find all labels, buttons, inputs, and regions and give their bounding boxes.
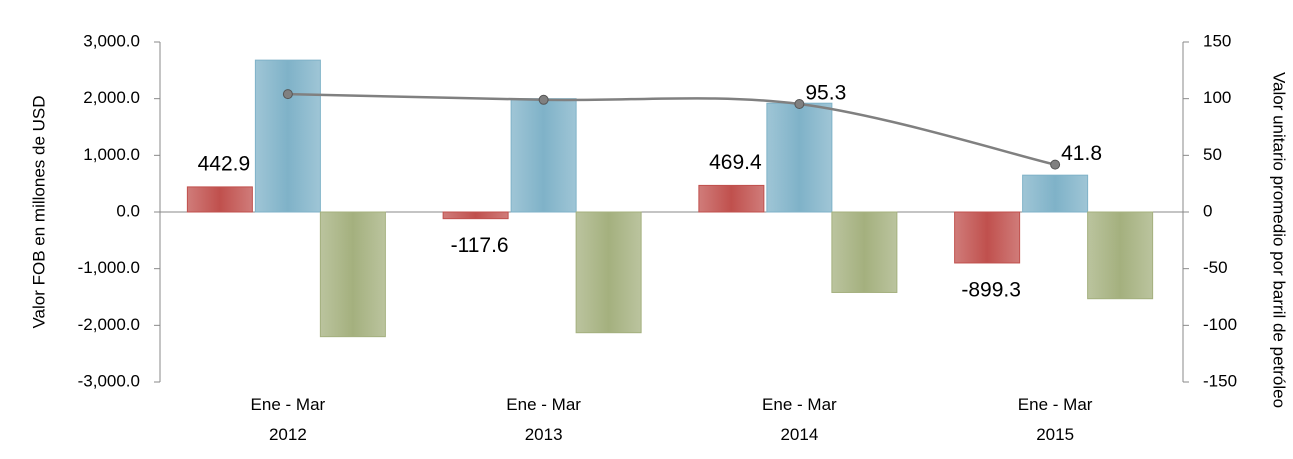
bar	[319, 211, 386, 338]
y2-tick-label: -50	[1203, 258, 1228, 277]
line	[287, 92, 1056, 166]
x-tick-label: Ene - Mar 2015	[1018, 395, 1093, 444]
y2-axis-title: Valor unitario promedio por barril de pe…	[1270, 72, 1289, 408]
y-tick-label: -2,000.0	[78, 315, 140, 334]
y2-tick-label: 0	[1203, 201, 1212, 220]
x-tick-label: Ene - Mar 2014	[762, 395, 837, 444]
y2-tick-label: 100	[1203, 88, 1231, 107]
y-tick-label: 2,000.0	[83, 88, 140, 107]
bar	[442, 211, 509, 220]
bar	[766, 102, 833, 213]
y-tick-label: -1,000.0	[78, 258, 140, 277]
bar	[254, 59, 321, 213]
x-tick-label: Ene - Mar 2012	[251, 395, 326, 444]
y2-tick-label: -100	[1203, 315, 1237, 334]
y-tick-label: 0.0	[116, 201, 140, 220]
bar	[698, 184, 765, 213]
line-point	[1050, 159, 1061, 170]
y-tick-label: 1,000.0	[83, 145, 140, 164]
y2-tick-label: 150	[1203, 31, 1231, 50]
data-label: 41.8	[1061, 142, 1102, 165]
line-point	[282, 89, 293, 100]
data-label: 469.4	[709, 151, 762, 174]
data-label: -117.6	[451, 234, 509, 257]
y-axis-title: Valor FOB en millones de USD	[29, 95, 48, 328]
line-point	[794, 98, 805, 109]
bar	[831, 211, 898, 293]
line-point	[538, 94, 549, 105]
bar	[1087, 211, 1154, 300]
bar	[575, 211, 642, 334]
bar	[510, 98, 577, 213]
data-label: -899.3	[961, 279, 1021, 302]
data-label: 442.9	[198, 152, 251, 175]
y2-tick-label: -150	[1203, 371, 1237, 390]
bar	[186, 186, 253, 213]
y-tick-label: -3,000.0	[78, 371, 140, 390]
y2-tick-label: 50	[1203, 145, 1222, 164]
bar	[1022, 174, 1089, 213]
y-tick-label: 3,000.0	[83, 31, 140, 50]
bar	[954, 211, 1021, 264]
x-tick-label: Ene - Mar 2013	[506, 395, 581, 444]
data-label: 95.3	[805, 82, 846, 105]
